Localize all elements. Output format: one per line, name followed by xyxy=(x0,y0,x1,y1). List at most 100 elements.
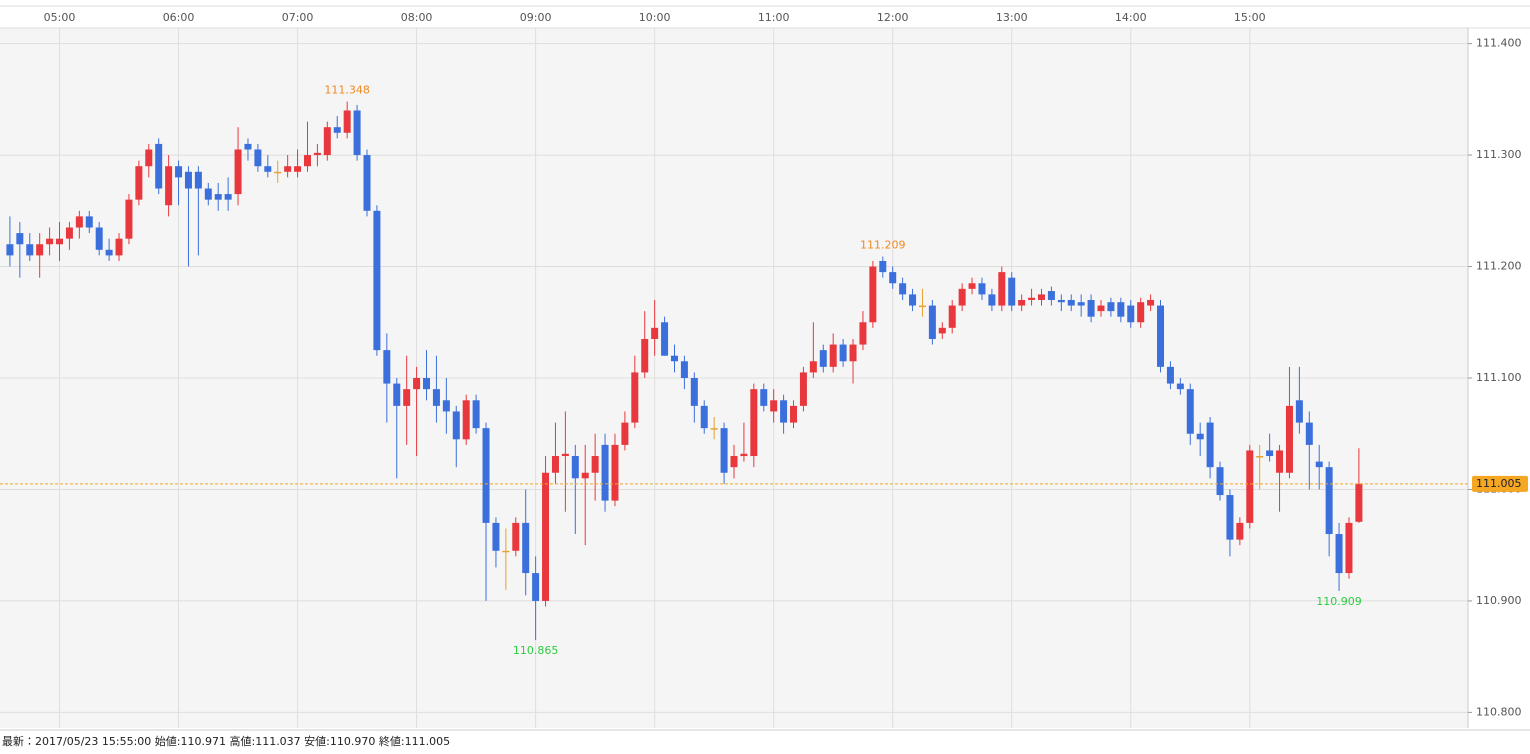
candle xyxy=(234,127,242,206)
candle-body xyxy=(1077,302,1085,306)
candle-body xyxy=(115,238,123,256)
candle xyxy=(1157,299,1165,373)
candle-body xyxy=(184,171,192,189)
candle-body xyxy=(631,372,639,423)
candle-body xyxy=(661,322,669,356)
candle xyxy=(1107,297,1115,317)
candle xyxy=(1305,411,1313,490)
candle xyxy=(393,378,401,479)
candle-body xyxy=(1097,305,1105,312)
candle-body xyxy=(978,283,986,295)
x-tick-label: 14:00 xyxy=(1115,11,1147,24)
candle xyxy=(542,456,550,607)
extreme-label: 110.909 xyxy=(1316,595,1362,608)
candle-body xyxy=(254,149,262,167)
candle xyxy=(165,155,173,217)
candle xyxy=(1147,294,1155,312)
candle xyxy=(1295,366,1303,434)
candle-body xyxy=(1117,302,1125,317)
candle-body xyxy=(1186,389,1194,434)
candle-body xyxy=(720,428,728,473)
candle xyxy=(859,311,867,351)
candle xyxy=(770,389,778,423)
candle xyxy=(1077,294,1085,317)
candle-body xyxy=(175,166,183,178)
candle-body xyxy=(56,238,64,245)
candle xyxy=(442,378,450,434)
candle-body xyxy=(1147,299,1155,306)
candle xyxy=(403,355,411,445)
candle-body xyxy=(710,428,718,430)
candle xyxy=(65,221,73,250)
candle-body xyxy=(6,244,14,256)
candle-body xyxy=(591,456,599,473)
candle-body xyxy=(859,322,867,345)
candle xyxy=(294,149,302,178)
candle xyxy=(36,233,44,278)
candle-body xyxy=(839,344,847,362)
candle xyxy=(849,338,857,384)
candle-body xyxy=(1226,495,1234,540)
candle xyxy=(591,433,599,501)
candle-body xyxy=(26,244,34,256)
x-tick-label: 07:00 xyxy=(282,11,314,24)
candle-body xyxy=(998,272,1006,306)
candle-body xyxy=(46,238,54,245)
candle xyxy=(918,288,926,317)
x-tick-label: 15:00 xyxy=(1234,11,1266,24)
candle xyxy=(1037,288,1045,306)
candle-body xyxy=(819,350,827,367)
candle-body xyxy=(274,171,282,174)
candle xyxy=(998,266,1006,312)
candle xyxy=(323,121,331,161)
y-tick-label: 111.400 xyxy=(1476,37,1522,50)
candle xyxy=(928,299,936,345)
y-tick-label: 110.800 xyxy=(1476,705,1522,718)
candle xyxy=(56,221,64,261)
candle xyxy=(175,160,183,206)
x-tick-label: 12:00 xyxy=(877,11,909,24)
candle xyxy=(333,116,341,139)
candle-body xyxy=(988,294,996,306)
candle-body xyxy=(928,305,936,339)
candle xyxy=(6,216,14,267)
candle xyxy=(522,489,530,596)
candle xyxy=(968,277,976,295)
candle-body xyxy=(1028,297,1036,300)
candle xyxy=(1196,422,1204,457)
candle-body xyxy=(492,522,500,551)
candle-body xyxy=(730,456,738,468)
candle xyxy=(155,138,163,195)
candle-body xyxy=(1206,422,1214,468)
candle xyxy=(1345,517,1353,579)
candle-body xyxy=(809,361,817,373)
candle-body xyxy=(760,389,768,406)
candle xyxy=(1285,366,1293,479)
candle-body xyxy=(343,110,351,133)
candle xyxy=(95,221,103,256)
candle xyxy=(1335,522,1343,591)
candle-body xyxy=(918,305,926,308)
candle-body xyxy=(948,305,956,328)
candle xyxy=(472,394,480,434)
candle-body xyxy=(1087,299,1095,317)
candle xyxy=(532,556,540,640)
candle-body xyxy=(234,149,242,195)
candle-body xyxy=(244,143,252,150)
candle xyxy=(383,333,391,423)
candle xyxy=(809,322,817,378)
candle-body xyxy=(522,522,530,574)
candle xyxy=(670,344,678,373)
candle-body xyxy=(1157,305,1165,367)
candle xyxy=(1315,444,1323,490)
candle xyxy=(710,417,718,440)
candle-body xyxy=(403,389,411,406)
candle-body xyxy=(323,127,331,156)
candle xyxy=(700,400,708,434)
candle-body xyxy=(145,149,153,167)
y-tick-label: 111.100 xyxy=(1476,371,1522,384)
candle-body xyxy=(532,573,540,601)
